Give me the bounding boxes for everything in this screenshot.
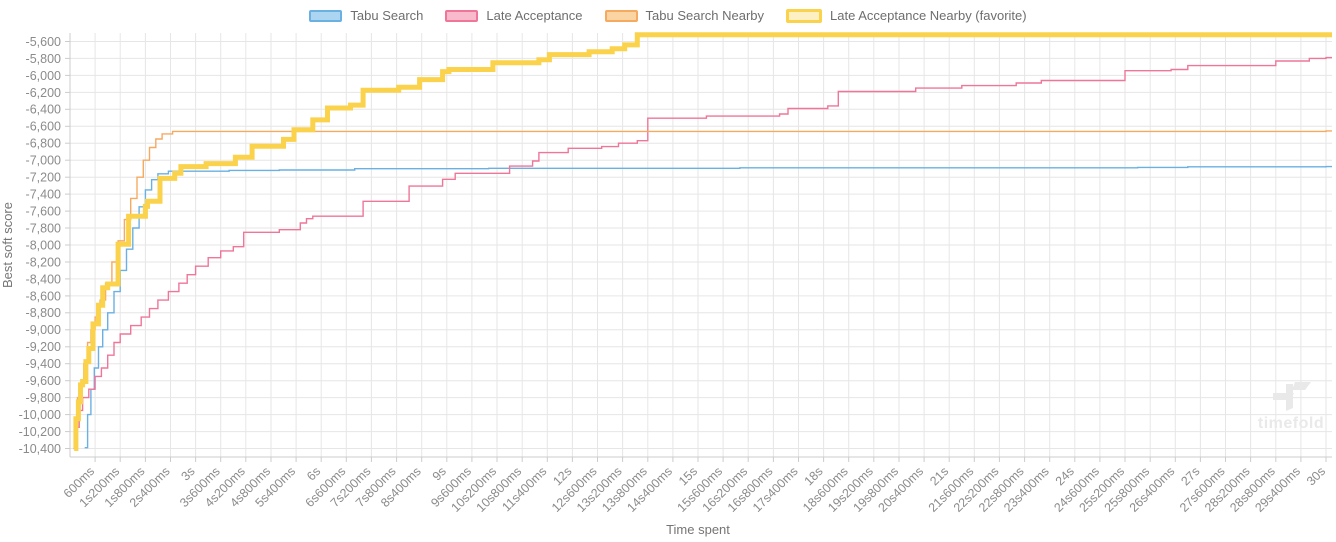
x-tick-label: 6s	[304, 464, 323, 483]
legend-swatch-late-acceptance-nearby	[786, 8, 823, 23]
y-tick-label: -6,400	[26, 103, 61, 117]
y-tick-label: -7,200	[26, 171, 61, 185]
y-tick-label: -7,600	[26, 204, 61, 218]
series-tabu-search	[84, 165, 1332, 449]
y-tick-label: -6,000	[26, 69, 61, 83]
y-tick-label: -8,600	[26, 289, 61, 303]
legend-item-late-acceptance[interactable]: Late Acceptance	[445, 8, 583, 23]
y-tick-label: -10,000	[19, 408, 61, 422]
series-late-acceptance	[74, 56, 1332, 450]
y-tick-label: -9,200	[26, 340, 61, 354]
x-tick-label: 9s	[430, 464, 449, 483]
y-tick-label: -8,000	[26, 238, 61, 252]
y-tick-label: -5,800	[26, 52, 61, 66]
y-tick-label: -7,800	[26, 221, 61, 235]
y-tick-label: -10,200	[19, 425, 61, 439]
legend-label-tabu-search: Tabu Search	[350, 8, 424, 23]
legend-item-tabu-search[interactable]: Tabu Search	[309, 8, 423, 23]
legend-item-tabu-search-nearby[interactable]: Tabu Search Nearby	[604, 8, 765, 23]
y-tick-label: -9,600	[26, 374, 61, 388]
y-tick-label: -8,400	[26, 272, 61, 286]
series-tabu-search-nearby	[73, 130, 1332, 450]
legend-label-tabu-search-nearby: Tabu Search Nearby	[645, 8, 765, 23]
y-tick-label: -6,800	[26, 137, 61, 151]
series-late-acceptance-nearby	[73, 32, 1332, 451]
y-tick-label: -5,600	[26, 35, 61, 49]
y-tick-label: -7,400	[26, 187, 61, 201]
y-tick-label: -8,800	[26, 306, 61, 320]
chart-legend: Tabu Search Late Acceptance Tabu Search Ne…	[0, 8, 1336, 23]
x-tick-label: 3s	[178, 464, 197, 483]
legend-swatch-late-acceptance	[445, 9, 479, 22]
y-tick-label: -6,200	[26, 86, 61, 100]
x-tick-label: 30s	[1304, 464, 1328, 488]
legend-swatch-tabu-search	[309, 9, 343, 22]
legend-swatch-tabu-search-nearby	[604, 9, 638, 22]
y-tick-label: -9,800	[26, 391, 61, 405]
y-tick-label: -10,400	[19, 442, 61, 456]
y-tick-label: -9,000	[26, 323, 61, 337]
legend-label-late-acceptance-nearby: Late Acceptance Nearby (favorite)	[830, 8, 1027, 23]
y-tick-label: -8,200	[26, 255, 61, 269]
y-tick-label: -9,400	[26, 357, 61, 371]
y-tick-label: -7,000	[26, 154, 61, 168]
legend-item-late-acceptance-nearby[interactable]: Late Acceptance Nearby (favorite)	[786, 8, 1027, 23]
x-axis-title: Time spent	[666, 522, 730, 537]
legend-label-late-acceptance: Late Acceptance	[486, 8, 583, 23]
y-tick-label: -6,600	[26, 120, 61, 134]
y-axis-title: Best soft score	[0, 202, 15, 288]
